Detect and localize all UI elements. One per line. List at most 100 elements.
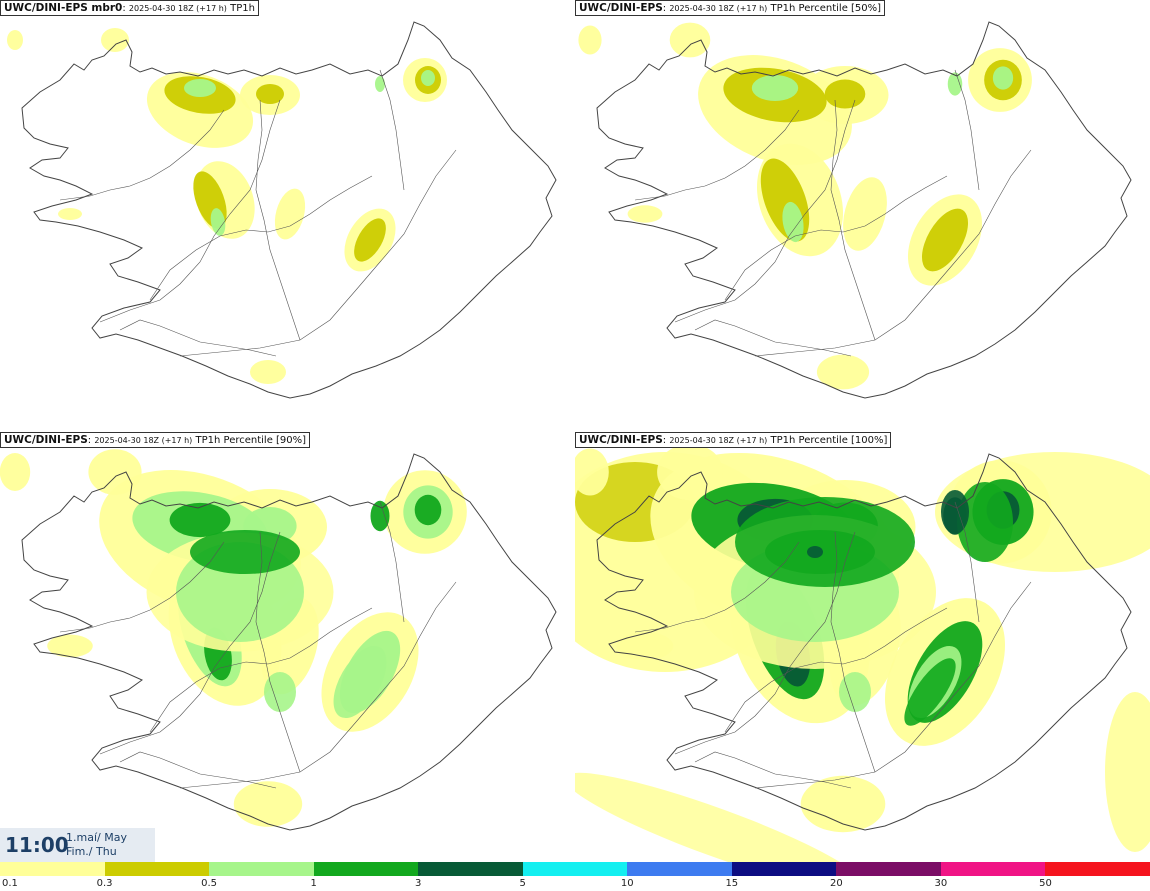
valid-time: 11:00 (5, 833, 69, 857)
precip-area (88, 449, 142, 495)
panel-source: UWC/DINI-EPS mbr0 (4, 2, 123, 14)
precip-layer (578, 22, 1032, 390)
precip-area (843, 177, 887, 251)
precip-area (575, 448, 609, 496)
precip-area (627, 205, 663, 223)
precip-area (264, 672, 296, 712)
panel-title: UWC/DINI-EPS: 2025-04-30 18Z (+17 h) TP1… (575, 432, 892, 448)
road-line (119, 319, 277, 357)
road-line (674, 99, 856, 323)
map-panel-p50: UWC/DINI-EPS: 2025-04-30 18Z (+17 h) TP1… (575, 0, 1150, 432)
precip-layer (575, 443, 1150, 864)
legend-tick-label: 30 (934, 878, 948, 889)
legend-swatch (418, 862, 523, 876)
precip-area (921, 208, 969, 272)
precip-area (616, 631, 674, 661)
precip-area (101, 28, 129, 52)
precip-area (735, 497, 915, 587)
panel-run: 2025-04-30 18Z (+17 h) (94, 436, 193, 445)
road-line (830, 531, 876, 773)
panel-run: 2025-04-30 18Z (+17 h) (128, 4, 227, 13)
road-line (694, 319, 852, 357)
road-line (379, 69, 405, 191)
legend-tick-label: 50 (1039, 878, 1052, 889)
legend-swatch (836, 862, 941, 876)
precip-area (947, 72, 963, 96)
road-line (830, 99, 876, 341)
precip-area (816, 354, 870, 390)
precip-area (941, 490, 969, 534)
legend-color-bar (0, 862, 1150, 876)
legend-tick-label: 1 (310, 878, 317, 889)
legend-tick-label: 0.5 (201, 878, 218, 889)
legend-tick-label: 0.3 (96, 878, 113, 889)
road-line (379, 501, 405, 623)
precip-area (58, 208, 82, 220)
precip-area (669, 22, 711, 58)
precip-color-legend: 0.1 0.3 0.5 1 3 5 10 15 20 30 50 (0, 862, 1150, 891)
legend-tick-label: 5 (519, 878, 526, 889)
precip-area (370, 500, 390, 532)
precip-area (807, 546, 823, 558)
road-line (255, 531, 301, 773)
legend-tick-label: 20 (829, 878, 843, 889)
map-panel-mbr0: UWC/DINI-EPS mbr0: 2025-04-30 18Z (+17 h… (0, 0, 575, 432)
precip-area (210, 208, 226, 236)
panel-title: UWC/DINI-EPS: 2025-04-30 18Z (+17 h) TP1… (0, 432, 311, 448)
road-line (119, 751, 277, 789)
precip-area (575, 772, 866, 864)
legend-swatch (0, 862, 105, 876)
precip-layer (0, 449, 467, 827)
legend-swatch (940, 862, 1046, 876)
precip-area (824, 79, 866, 109)
iceland-map (575, 443, 1150, 864)
legend-swatch (731, 862, 837, 876)
panel-field: TP1h Percentile [90%] (195, 435, 307, 446)
map-panel-p100: UWC/DINI-EPS: 2025-04-30 18Z (+17 h) TP1… (575, 432, 1150, 864)
precip-area (0, 453, 31, 491)
valid-date-line2: Fim./ Thu (66, 845, 117, 858)
precip-area (169, 502, 231, 538)
precip-area (578, 25, 602, 55)
panel-field: TP1h Percentile [100%] (770, 435, 888, 446)
legend-tick-label: 3 (414, 878, 422, 889)
road-line (724, 175, 948, 301)
precip-area (421, 70, 435, 86)
panel-run: 2025-04-30 18Z (+17 h) (669, 436, 768, 445)
road-line (954, 501, 980, 623)
precip-area (47, 634, 93, 658)
legend-swatch (104, 862, 210, 876)
map-panel-p90: UWC/DINI-EPS: 2025-04-30 18Z (+17 h) TP1… (0, 432, 575, 864)
precip-area (782, 201, 804, 243)
coastline (21, 453, 557, 831)
panel-field: TP1h (230, 3, 255, 14)
precip-area (800, 775, 886, 833)
precip-area (751, 74, 799, 102)
coastline (596, 453, 1132, 831)
road-line (954, 69, 980, 191)
road-line (99, 99, 281, 323)
road-line (634, 109, 800, 201)
precip-area (414, 494, 442, 526)
precip-area (190, 530, 300, 574)
precip-area (354, 218, 386, 262)
legend-swatch (627, 862, 732, 876)
precip-area (957, 482, 1013, 562)
precip-area (1105, 692, 1150, 852)
panel-title: UWC/DINI-EPS mbr0: 2025-04-30 18Z (+17 h… (0, 0, 259, 16)
legend-swatch (1045, 862, 1150, 876)
panel-title: UWC/DINI-EPS: 2025-04-30 18Z (+17 h) TP1… (575, 0, 886, 16)
road-line (59, 541, 225, 633)
iceland-map (7, 21, 557, 399)
coastline (21, 21, 557, 399)
precip-area (839, 672, 871, 712)
precip-area (274, 188, 306, 240)
road-line (255, 99, 301, 341)
road-line (99, 531, 281, 755)
legend-swatch (209, 862, 314, 876)
panel-run: 2025-04-30 18Z (+17 h) (669, 4, 768, 13)
legend-tick-label: 15 (725, 878, 739, 889)
valid-time-box: 11:00 1.maí/ May Fim./ Thu (0, 828, 155, 862)
precip-area (184, 79, 216, 97)
precip-area (7, 30, 23, 50)
